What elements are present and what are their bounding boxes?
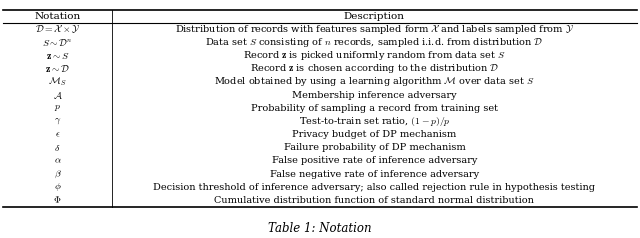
Text: $\delta$: $\delta$ <box>54 143 61 153</box>
Text: $\mathbf{z} \sim S$: $\mathbf{z} \sim S$ <box>46 51 69 61</box>
Text: Probability of sampling a record from training set: Probability of sampling a record from tr… <box>251 104 498 113</box>
Text: $\mathcal{A}$: $\mathcal{A}$ <box>52 90 63 101</box>
Text: $\mathcal{D} = \mathcal{X} \times \mathcal{Y}$: $\mathcal{D} = \mathcal{X} \times \mathc… <box>35 23 80 35</box>
Text: $\mathbf{z} \sim \mathcal{D}$: $\mathbf{z} \sim \mathcal{D}$ <box>45 63 70 74</box>
Text: Notation: Notation <box>35 12 81 21</box>
Text: False positive rate of inference adversary: False positive rate of inference adversa… <box>272 156 477 165</box>
Text: Distribution of records with features sampled form $\mathcal{X}$ and labels samp: Distribution of records with features sa… <box>175 23 574 36</box>
Text: Cumulative distribution function of standard normal distribution: Cumulative distribution function of stan… <box>214 196 534 205</box>
Text: Record $\mathbf{z}$ is picked uniformly random from data set $S$: Record $\mathbf{z}$ is picked uniformly … <box>243 49 506 62</box>
Text: Model obtained by using a learning algorithm $\mathcal{M}$ over data set $S$: Model obtained by using a learning algor… <box>214 75 534 89</box>
Text: $S \sim \mathcal{D}^n$: $S \sim \mathcal{D}^n$ <box>42 37 73 48</box>
Text: $\phi$: $\phi$ <box>54 181 61 193</box>
Text: Record $\mathbf{z}$ is chosen according to the distribution $\mathcal{D}$: Record $\mathbf{z}$ is chosen according … <box>250 62 499 75</box>
Text: Failure probability of DP mechanism: Failure probability of DP mechanism <box>284 143 465 152</box>
Text: Test-to-train set ratio, $(1-p)/p$: Test-to-train set ratio, $(1-p)/p$ <box>298 115 451 128</box>
Text: $\alpha$: $\alpha$ <box>54 156 61 165</box>
Text: Membership inference adversary: Membership inference adversary <box>292 91 457 100</box>
Text: Description: Description <box>344 12 405 21</box>
Text: Table 1: Notation: Table 1: Notation <box>268 222 372 235</box>
Text: $\gamma$: $\gamma$ <box>54 117 61 126</box>
Text: $\mathcal{M}_S$: $\mathcal{M}_S$ <box>49 76 67 88</box>
Text: $\Phi$: $\Phi$ <box>53 195 62 206</box>
Text: $\epsilon$: $\epsilon$ <box>55 130 60 139</box>
Text: Privacy budget of DP mechanism: Privacy budget of DP mechanism <box>292 130 456 139</box>
Text: False negative rate of inference adversary: False negative rate of inference adversa… <box>270 170 479 179</box>
Text: Data set $S$ consisting of $n$ records, sampled i.i.d. from distribution $\mathc: Data set $S$ consisting of $n$ records, … <box>205 36 543 49</box>
Text: Decision threshold of inference adversary; also called rejection rule in hypothe: Decision threshold of inference adversar… <box>154 183 595 192</box>
Text: $\beta$: $\beta$ <box>54 169 61 180</box>
Text: $p$: $p$ <box>54 103 61 113</box>
